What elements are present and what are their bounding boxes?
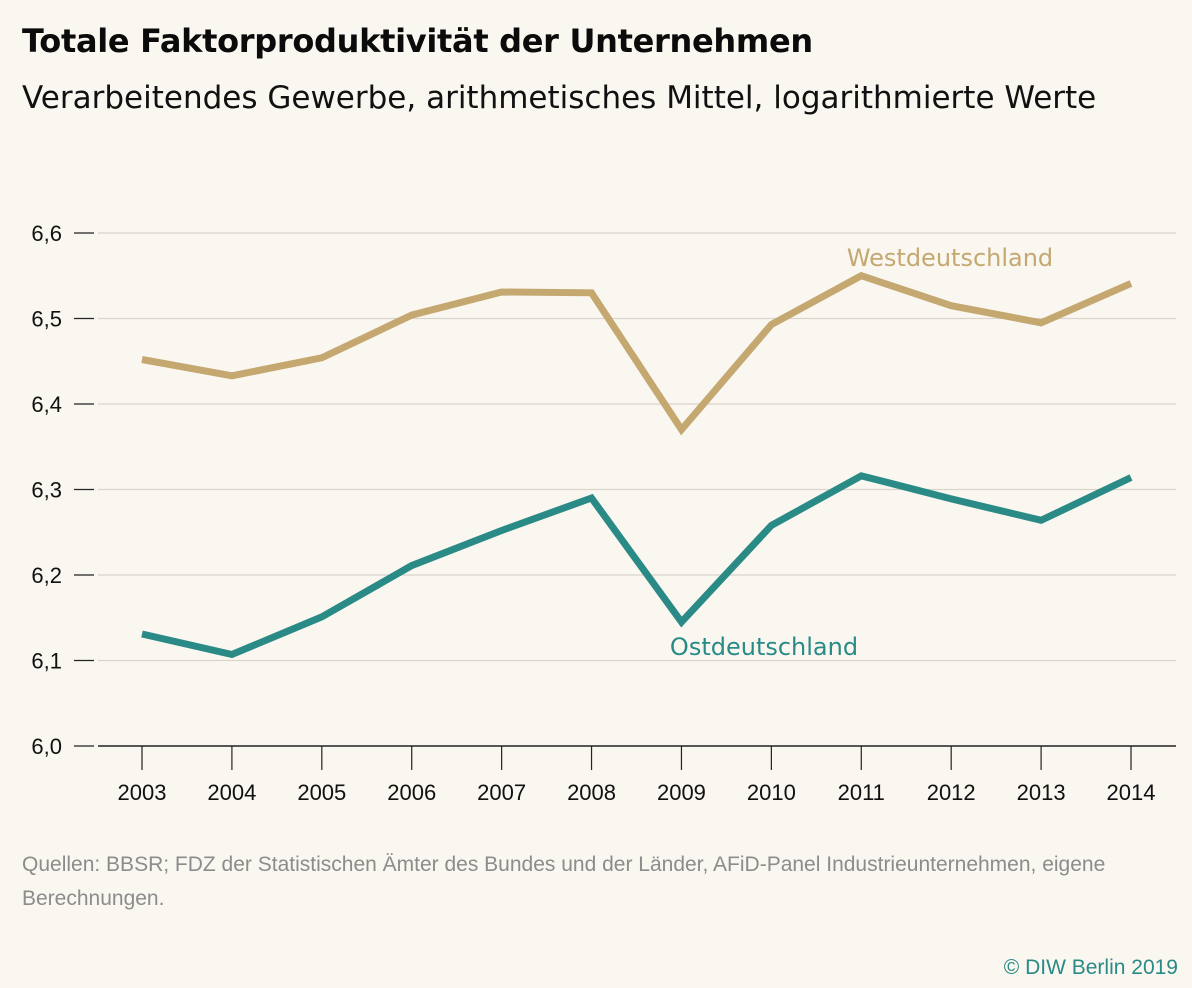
x-tick-label: 2010 <box>747 780 796 805</box>
source-note: Quellen: BBSR; FDZ der Statistischen Ämt… <box>22 853 1106 910</box>
series-line-ostdeutschland <box>141 472 1133 659</box>
x-tick-label: 2003 <box>118 780 167 805</box>
x-tick-label: 2009 <box>657 780 706 805</box>
x-tick-label: 2005 <box>297 780 346 805</box>
y-tick-label: 6,3 <box>31 478 62 503</box>
x-tick-label: 2008 <box>567 780 616 805</box>
chart-title: Totale Faktorproduktivität der Unternehm… <box>22 22 813 60</box>
y-tick-label: 6,4 <box>31 392 62 417</box>
x-tick-label: 2012 <box>927 780 976 805</box>
gridlines <box>98 232 1176 662</box>
series-label: Westdeutschland <box>847 244 1053 272</box>
y-tick-label: 6,5 <box>31 307 62 332</box>
axes: 6,0 6,1 6,2 6,3 6,4 6,5 6,6 2003 2004 2005 2006 200… <box>31 221 1176 805</box>
copyright: © DIW Berlin 2019 <box>1003 956 1178 979</box>
x-tick-label: 2011 <box>838 780 885 805</box>
y-tick-label: 6,6 <box>31 221 62 246</box>
y-tick-label: 6,1 <box>31 649 62 674</box>
series-labels: Westdeutschland Ostdeutschland <box>670 244 1053 661</box>
chart-subtitle: Verarbeitendes Gewerbe, arithmetisches M… <box>22 80 1097 116</box>
x-tick-label: 2004 <box>207 780 256 805</box>
x-tick-label: 2014 <box>1107 780 1156 805</box>
x-tick-label: 2007 <box>477 780 526 805</box>
series-label: Ostdeutschland <box>670 633 858 661</box>
y-tick-label: 6,2 <box>31 563 62 588</box>
x-tick-label: 2013 <box>1017 780 1066 805</box>
y-tick-label: 6,0 <box>31 734 62 759</box>
series-lines <box>141 271 1133 659</box>
series-line-westdeutschland <box>141 271 1133 436</box>
x-tick-label: 2006 <box>387 780 436 805</box>
